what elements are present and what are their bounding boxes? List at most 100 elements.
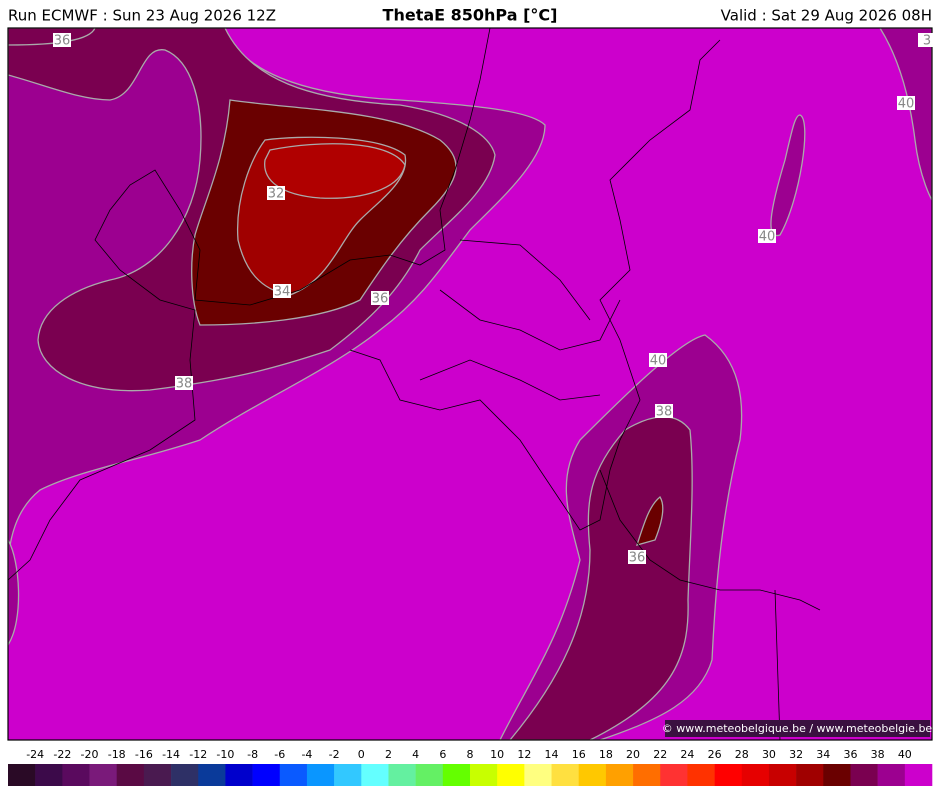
colorbar-tick-label: 24 xyxy=(680,748,694,761)
colorbar-swatch xyxy=(796,764,824,786)
contour-label: 38 xyxy=(176,377,193,392)
valid-time: Valid : Sat 29 Aug 2026 08H xyxy=(721,7,932,25)
colorbar-tick-label: 12 xyxy=(517,748,531,761)
colorbar: -24 -22 -20 -18 -16 -14 -12 -10 -8 -6 -4 -2 0 2 4 6 8 10 1… xyxy=(8,748,933,786)
colorbar-swatch xyxy=(306,764,335,786)
contour-area xyxy=(636,496,664,546)
colorbar-tick-label: -20 xyxy=(81,748,99,761)
colorbar-tick-label: 36 xyxy=(843,748,857,761)
colorbar-tick-label: 30 xyxy=(762,748,776,761)
colorbar-swatch xyxy=(334,764,362,786)
colorbar-tick-label: 6 xyxy=(439,748,446,761)
colorbar-tick-label: 28 xyxy=(735,748,749,761)
contour-label-box xyxy=(53,33,71,47)
colorbar-tick-label: 0 xyxy=(358,748,365,761)
colorbar-tick-label: -12 xyxy=(189,748,207,761)
colorbar-swatch xyxy=(143,764,172,786)
colorbar-swatch xyxy=(116,764,145,786)
colorbar-tick-label: 2 xyxy=(385,748,392,761)
map-frame xyxy=(7,27,933,741)
colorbar-swatch xyxy=(62,764,90,786)
country-border xyxy=(599,469,821,740)
contour-label: 34 xyxy=(274,285,291,300)
coastline xyxy=(8,28,491,581)
contour-label-box xyxy=(371,291,389,305)
run-info: Run ECMWF : Sun 23 Aug 2026 12Z xyxy=(8,7,276,25)
contour-area xyxy=(879,28,932,202)
colorbar-swatch xyxy=(415,764,444,786)
map-title: ThetaE 850hPa [°C] xyxy=(383,6,558,25)
colorbar-swatch xyxy=(605,764,634,786)
colorbar-swatch xyxy=(225,764,253,786)
contour-labels: 36 32 34 36 38 40 38 36 40 40 3 xyxy=(53,33,936,566)
colorbar-swatch xyxy=(470,764,498,786)
colorbar-swatch xyxy=(850,764,878,786)
colorbar-tick-label: 8 xyxy=(467,748,474,761)
colorbar-tick-label: -6 xyxy=(274,748,285,761)
colorbar-tick-label: 38 xyxy=(871,748,885,761)
colorbar-tick-label: -14 xyxy=(162,748,180,761)
colorbar-tick-label: -24 xyxy=(26,748,44,761)
colorbar-tick-label: 20 xyxy=(626,748,640,761)
colorbar-swatch xyxy=(823,764,851,786)
colorbar-tick-label: -4 xyxy=(301,748,312,761)
contour-label-box xyxy=(267,186,285,200)
colorbar-swatch xyxy=(660,764,688,786)
contour-area xyxy=(264,143,406,199)
colorbar-swatch xyxy=(388,764,416,786)
contour-label: 40 xyxy=(650,354,667,369)
colorbar-swatch xyxy=(279,764,308,786)
colorbar-tick-label: 18 xyxy=(599,748,613,761)
colorbar-swatch xyxy=(198,764,226,786)
colorbar-tick-label: 10 xyxy=(490,748,504,761)
contour-area xyxy=(8,538,20,647)
contour-label-box xyxy=(175,376,193,390)
colorbar-tick-label: 34 xyxy=(816,748,830,761)
colorbar-swatch xyxy=(904,764,933,786)
country-border xyxy=(349,39,721,531)
contour-label: 3 xyxy=(923,34,931,49)
colorbar-tick-label: -8 xyxy=(247,748,258,761)
contour-label-box xyxy=(655,404,673,418)
colorbar-swatch xyxy=(714,764,743,786)
colorbar-tick-label: 26 xyxy=(708,748,722,761)
contour-label-box xyxy=(918,33,936,47)
colorbar-swatch xyxy=(524,764,552,786)
copyright-box xyxy=(665,720,930,737)
contour-label: 40 xyxy=(759,230,776,245)
map: © www.meteobelgique.be / www.meteobelgie… xyxy=(7,27,933,741)
colorbar-swatch xyxy=(89,764,118,786)
colorbar-swatch xyxy=(877,764,906,786)
colorbar-swatch xyxy=(35,764,63,786)
colorbar-tick-label: -22 xyxy=(53,748,71,761)
colorbar-tick-label: -10 xyxy=(216,748,234,761)
contour-label-box xyxy=(897,96,915,110)
colorbar-swatch xyxy=(551,764,580,786)
contour-label-box xyxy=(758,229,776,243)
colorbar-tick-label: 22 xyxy=(653,748,667,761)
colorbar-swatch xyxy=(633,764,661,786)
contour-label: 36 xyxy=(629,551,646,566)
colorbar-tick-label: 40 xyxy=(898,748,912,761)
colorbar-swatch xyxy=(578,764,607,786)
contour-label: 40 xyxy=(898,97,915,112)
contour-label: 38 xyxy=(656,405,673,420)
colorbar-tick-label: -2 xyxy=(329,748,340,761)
contour-label: 32 xyxy=(268,187,285,202)
colorbar-swatch xyxy=(687,764,715,786)
contour-label: 36 xyxy=(54,34,71,49)
colorbar-tick-label: 16 xyxy=(572,748,586,761)
colorbar-swatch xyxy=(442,764,471,786)
colorbar-swatch xyxy=(8,764,36,786)
colorbar-swatch xyxy=(497,764,525,786)
colorbar-swatch xyxy=(741,764,770,786)
contour-label-box xyxy=(628,550,646,564)
colorbar-swatch xyxy=(768,764,797,786)
country-border xyxy=(419,239,621,401)
copyright: © www.meteobelgique.be / www.meteobelgie… xyxy=(662,722,933,735)
colorbar-tick-label: 14 xyxy=(545,748,559,761)
colorbar-tick-label: 4 xyxy=(412,748,419,761)
contour-label: 36 xyxy=(372,292,389,307)
colorbar-swatch xyxy=(171,764,199,786)
